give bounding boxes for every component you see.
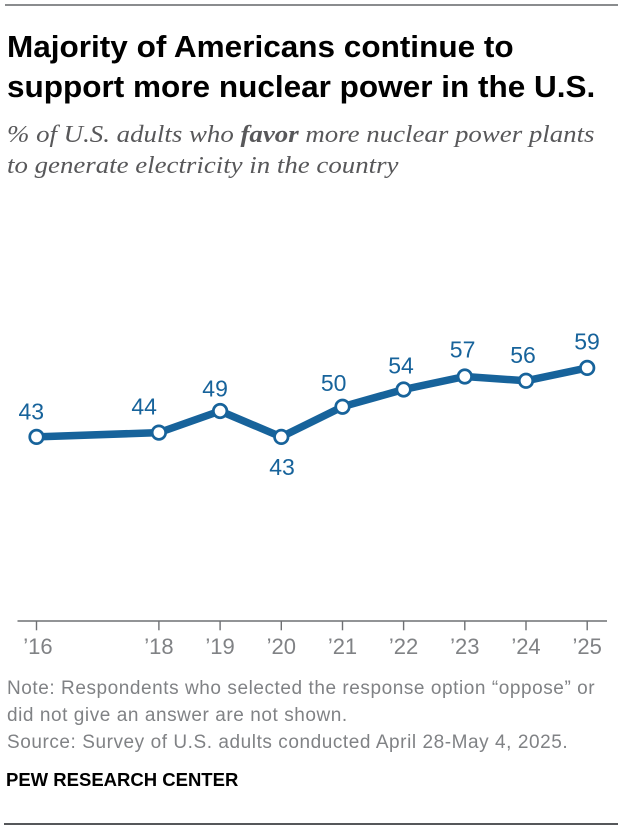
svg-text:’16: ’16: [23, 634, 52, 659]
svg-text:56: 56: [510, 342, 536, 368]
svg-text:59: 59: [574, 329, 600, 355]
svg-text:’25: ’25: [573, 634, 602, 659]
svg-text:’18: ’18: [144, 634, 173, 659]
svg-text:50: 50: [321, 370, 347, 396]
svg-text:44: 44: [131, 393, 157, 419]
svg-text:’21: ’21: [328, 634, 357, 659]
svg-text:’23: ’23: [450, 634, 479, 659]
svg-text:43: 43: [19, 399, 45, 425]
svg-text:57: 57: [450, 336, 476, 362]
svg-text:’19: ’19: [205, 634, 234, 659]
svg-text:54: 54: [388, 353, 414, 379]
svg-text:’22: ’22: [389, 634, 418, 659]
svg-text:49: 49: [202, 376, 228, 402]
svg-text:’24: ’24: [511, 634, 540, 659]
svg-text:43: 43: [269, 454, 295, 480]
svg-text:’20: ’20: [267, 634, 296, 659]
